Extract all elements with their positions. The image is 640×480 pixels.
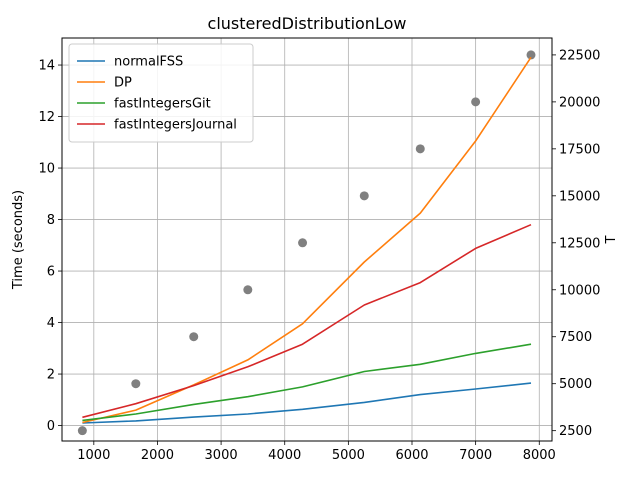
scatter-points — [77, 50, 536, 436]
scatter-point — [243, 285, 253, 295]
y2-tick-label: 22500 — [559, 48, 600, 63]
legend-label: fastIntegersGit — [114, 97, 211, 112]
legend-label: DP — [114, 76, 132, 91]
x-tick-label: 4000 — [268, 448, 301, 463]
y2-axis-title: T — [604, 235, 619, 244]
y-tick-label: 10 — [38, 162, 55, 177]
x-tick-label: 8000 — [523, 448, 556, 463]
y2-tick-label: 20000 — [559, 95, 600, 110]
y2-tick-label: 17500 — [559, 142, 600, 157]
y2-tick-label: 2500 — [559, 424, 592, 439]
scatter-point — [415, 144, 425, 154]
y-axis-title: Time (seconds) — [11, 190, 26, 290]
scatter-point — [131, 379, 141, 389]
scatter-point — [77, 426, 87, 436]
x-tick-label: 6000 — [395, 448, 428, 463]
legend: normalFSS DP fastIntegersGit fastIntegersJo… — [68, 43, 254, 143]
y-axis-left: 0 2 4 6 8 10 12 14 — [38, 59, 62, 434]
x-tick-label: 3000 — [205, 448, 238, 463]
scatter-point — [189, 332, 199, 342]
legend-box — [68, 43, 254, 143]
y-tick-label: 14 — [38, 59, 55, 74]
series-line-normalFSS — [82, 382, 532, 424]
y-tick-label: 8 — [47, 213, 55, 228]
series-line-fastIntegersGit — [82, 343, 532, 422]
x-tick-label: 5000 — [332, 448, 365, 463]
series-line-DP — [82, 56, 532, 424]
plot-frame — [61, 37, 553, 442]
y-tick-label: 4 — [47, 316, 55, 331]
y2-tick-label: 15000 — [559, 189, 600, 204]
y2-tick-label: 12500 — [559, 236, 600, 251]
scatter-point — [359, 191, 369, 201]
x-tick-label: 7000 — [459, 448, 492, 463]
scatter-point — [471, 97, 481, 107]
x-tick-label: 1000 — [77, 448, 110, 463]
x-tick-label: 2000 — [141, 448, 174, 463]
scatter-point — [298, 238, 308, 248]
series-lines — [82, 56, 532, 424]
x-axis: 1000 2000 3000 4000 5000 6000 7000 8000 — [77, 441, 556, 463]
y2-tick-label: 7500 — [559, 330, 592, 345]
y-tick-label: 0 — [47, 419, 55, 434]
legend-label: normalFSS — [114, 55, 183, 70]
y2-tick-label: 10000 — [559, 283, 600, 298]
y-tick-label: 6 — [47, 265, 55, 280]
scatter-point — [526, 50, 536, 60]
series-line-fastIntegersJournal — [82, 223, 532, 419]
chart-title: clusteredDistributionLow — [208, 14, 407, 33]
y-tick-label: 12 — [38, 110, 55, 125]
y-tick-label: 2 — [47, 368, 55, 383]
y-axis-right: 2500 5000 7500 10000 12500 15000 17500 20000 225… — [552, 48, 600, 439]
y2-tick-label: 5000 — [559, 377, 592, 392]
legend-label: fastIntegersJournal — [114, 118, 237, 133]
